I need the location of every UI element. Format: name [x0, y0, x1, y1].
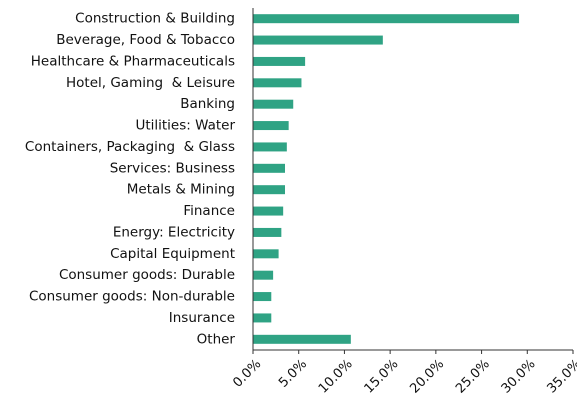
- category-label: Hotel, Gaming & Leisure: [66, 75, 235, 91]
- x-tick-label: 25.0%: [453, 357, 493, 397]
- x-tick-label: 30.0%: [499, 357, 539, 397]
- x-tick-label: 15.0%: [362, 357, 402, 397]
- bar: [253, 142, 287, 152]
- bar: [253, 56, 306, 66]
- bar: [253, 121, 289, 131]
- bar: [253, 249, 279, 259]
- bar: [253, 292, 272, 302]
- x-tick-label: 0.0%: [230, 357, 264, 391]
- category-label: Consumer goods: Durable: [59, 267, 235, 283]
- category-label: Energy: Electricity: [113, 224, 235, 240]
- x-tick-label: 35.0%: [544, 357, 577, 397]
- category-label: Healthcare & Pharmaceuticals: [31, 53, 235, 69]
- bar: [253, 270, 274, 280]
- category-label: Other: [197, 331, 236, 347]
- bar: [253, 227, 282, 237]
- x-tick-label: 5.0%: [276, 357, 310, 391]
- bar: [253, 35, 383, 45]
- category-label: Metals & Mining: [127, 182, 235, 198]
- category-label: Beverage, Food & Tobacco: [56, 32, 235, 48]
- bar: [253, 313, 272, 323]
- bar: [253, 78, 302, 88]
- bar: [253, 334, 351, 344]
- category-label: Construction & Building: [75, 11, 235, 27]
- bar: [253, 163, 285, 173]
- bar: [253, 185, 285, 195]
- bar: [253, 99, 294, 109]
- category-label: Consumer goods: Non-durable: [29, 289, 235, 305]
- category-label: Insurance: [169, 310, 235, 326]
- x-tick-label: 10.0%: [316, 357, 356, 397]
- category-label: Utilities: Water: [135, 118, 235, 134]
- bar: [253, 206, 284, 216]
- category-label: Capital Equipment: [110, 246, 235, 262]
- category-label: Finance: [183, 203, 235, 219]
- category-label: Banking: [180, 96, 235, 112]
- category-label: Services: Business: [110, 160, 235, 176]
- x-tick-label: 20.0%: [407, 357, 447, 397]
- category-label: Containers, Packaging & Glass: [25, 139, 235, 155]
- bar: [253, 14, 520, 24]
